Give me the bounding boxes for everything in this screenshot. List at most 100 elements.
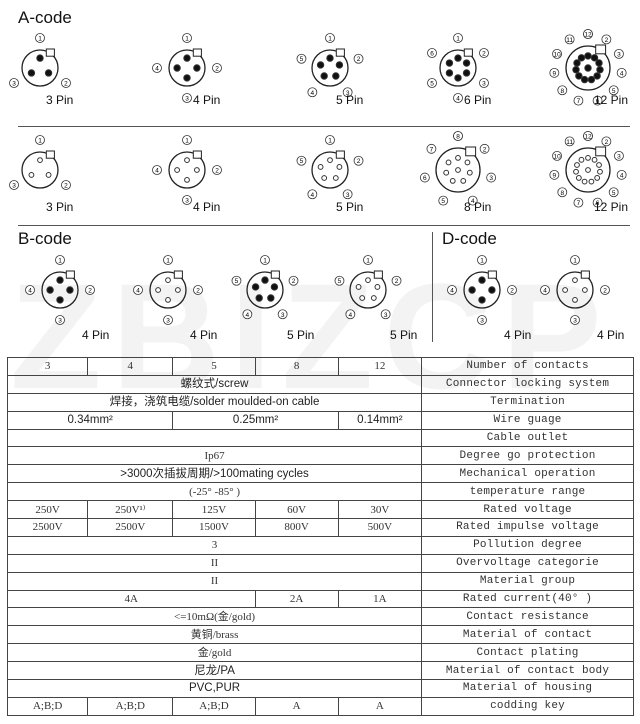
pin-count-label: 3 Pin — [46, 93, 74, 107]
svg-text:3: 3 — [166, 318, 170, 325]
svg-text:3: 3 — [489, 175, 493, 182]
connector-pinout-diagram: 1 2 3 4 5 — [296, 33, 364, 98]
svg-text:3: 3 — [346, 192, 350, 199]
svg-text:12: 12 — [584, 134, 592, 141]
svg-text:3: 3 — [617, 51, 621, 58]
svg-text:5: 5 — [612, 88, 616, 95]
connector-pinout-diagram: 1 2 3 — [9, 33, 71, 88]
svg-text:7: 7 — [430, 146, 434, 153]
connector-pinout-diagram: 123456789101112 — [549, 131, 627, 208]
svg-text:7: 7 — [577, 200, 581, 207]
connector-pinout-diagram: 1 2 3 4 — [540, 255, 610, 325]
connector-pinout-diagram: 1 2 3 4 — [25, 255, 95, 325]
table-row: 黄铜/brass Material of contact — [6, 625, 634, 645]
svg-text:2: 2 — [196, 288, 200, 295]
svg-text:4: 4 — [136, 288, 140, 295]
spec-table: 3 4 5 8 12 Number of contacts 螺纹式/screw Connec… — [6, 357, 634, 716]
table-row: PVC,PUR Material of housing — [6, 679, 634, 698]
svg-text:5: 5 — [612, 190, 616, 197]
svg-text:9: 9 — [553, 172, 557, 179]
svg-text:2: 2 — [483, 146, 487, 153]
connector-pinout-diagram: 1 2 3 4 5 — [296, 135, 364, 200]
svg-text:7: 7 — [577, 98, 581, 105]
svg-text:2: 2 — [605, 37, 609, 44]
connector-pinout-diagram: 123456789101112 — [549, 29, 627, 106]
svg-text:4: 4 — [28, 288, 32, 295]
svg-text:4: 4 — [246, 312, 250, 319]
table-row: 3 Pollution degree — [6, 535, 634, 555]
table-row: 4A 2A 1A Rated current(40° ) — [7, 589, 634, 609]
table-row: (-25° -85° ) temperature range — [6, 482, 634, 502]
svg-text:4: 4 — [155, 168, 159, 175]
pin-count-label: 5 Pin — [390, 328, 418, 342]
pin-count-label: 5 Pin — [287, 328, 315, 342]
svg-text:3: 3 — [573, 318, 577, 325]
svg-text:2: 2 — [88, 288, 92, 295]
svg-text:1: 1 — [573, 258, 577, 265]
svg-text:10: 10 — [553, 51, 561, 58]
svg-text:6: 6 — [423, 175, 427, 182]
svg-text:2: 2 — [64, 81, 68, 88]
svg-text:1: 1 — [328, 36, 332, 43]
svg-text:6: 6 — [596, 200, 600, 207]
svg-text:5: 5 — [441, 198, 445, 205]
svg-text:1: 1 — [185, 36, 189, 43]
svg-text:1: 1 — [58, 258, 62, 265]
svg-text:3: 3 — [384, 312, 388, 319]
svg-text:2: 2 — [215, 66, 219, 73]
table-row: II Material group — [6, 571, 634, 591]
svg-text:4: 4 — [311, 90, 315, 97]
svg-text:3: 3 — [281, 312, 285, 319]
table-row: Cable outlet — [6, 428, 634, 448]
table-row: <=10mΩ(金/gold) Contact resistance — [6, 607, 634, 627]
table-row: >3000次插拔周期/>100mating cycles Mechanical o… — [6, 464, 634, 484]
svg-text:2: 2 — [215, 168, 219, 175]
b-code-title: B-code — [18, 229, 72, 248]
table-row: 尼龙/PA Material of contact body — [6, 661, 634, 681]
table-row: 2500V 2500V 1500V 800V 500V Rated impulse vol… — [6, 518, 634, 537]
pin-count-label: 4 Pin — [597, 328, 625, 342]
svg-text:11: 11 — [566, 139, 573, 146]
pin-count-label: 6 Pin — [464, 93, 492, 107]
svg-text:8: 8 — [456, 134, 460, 141]
pin-count-label: 5 Pin — [336, 200, 364, 214]
svg-text:2: 2 — [605, 139, 609, 146]
connector-pinout-diagram: 1 2 3 4 5 6 — [427, 33, 489, 103]
svg-text:3: 3 — [480, 318, 484, 325]
svg-text:5: 5 — [300, 158, 304, 165]
svg-text:2: 2 — [292, 278, 296, 285]
svg-text:8: 8 — [560, 190, 564, 197]
svg-text:2: 2 — [357, 158, 361, 165]
svg-text:1: 1 — [185, 138, 189, 145]
table-row: II Overvoltage categorie — [6, 553, 634, 573]
table-row: 焊接，浇筑电缆/solder moulded-on cable Terminati… — [6, 392, 634, 412]
connector-pinout-diagram: 1 2 3 4 — [152, 33, 222, 103]
connector-pinout-diagram: 1 2 3 4 — [152, 135, 222, 205]
svg-text:3: 3 — [12, 81, 16, 88]
connector-pinout-diagram: 12345678 — [419, 131, 497, 206]
svg-text:4: 4 — [311, 192, 315, 199]
table-row: 金/gold Contact plating — [6, 643, 634, 663]
table-row: 0.34mm² 0.25mm² 0.14mm² Wire guage — [6, 410, 634, 430]
svg-text:9: 9 — [553, 70, 557, 77]
svg-text:12: 12 — [584, 32, 592, 39]
table-row: Ip67 Degree go protection — [6, 446, 634, 466]
svg-text:10: 10 — [553, 153, 561, 160]
svg-text:5: 5 — [300, 56, 304, 63]
pin-count-label: 3 Pin — [46, 200, 74, 214]
svg-text:6: 6 — [596, 98, 600, 105]
svg-text:5: 5 — [338, 278, 342, 285]
svg-text:1: 1 — [166, 258, 170, 265]
a-code-title: A-code — [18, 8, 72, 27]
svg-text:3: 3 — [185, 198, 189, 205]
svg-text:2: 2 — [357, 56, 361, 63]
svg-text:2: 2 — [64, 183, 68, 190]
connector-pinout-diagram: 1 2 3 4 5 — [231, 255, 299, 320]
svg-text:1: 1 — [38, 138, 42, 145]
svg-text:1: 1 — [328, 138, 332, 145]
connector-pinout-diagram: 1 2 3 — [9, 135, 71, 190]
svg-text:4: 4 — [155, 66, 159, 73]
d-code-title: D-code — [442, 229, 497, 248]
svg-text:3: 3 — [58, 318, 62, 325]
